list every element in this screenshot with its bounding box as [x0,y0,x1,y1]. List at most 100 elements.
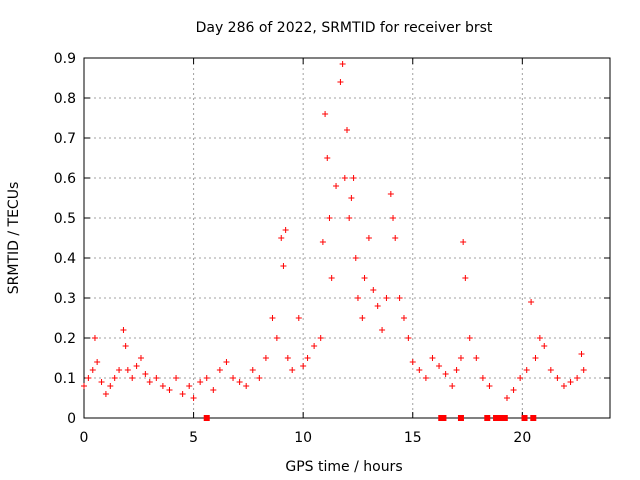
data-point [337,79,344,85]
data-point [503,395,510,401]
x-tick-label: 15 [404,430,422,446]
data-point [453,367,460,373]
data-point [449,383,456,389]
data-point [541,343,548,349]
data-point [203,375,210,381]
x-tick-label: 5 [189,430,198,446]
data-point [116,367,123,373]
x-tick-label: 0 [80,430,89,446]
data-point [282,227,289,233]
data-point [528,299,535,305]
zero-point [203,415,210,421]
data-point [111,375,118,381]
y-tick-label: 0.5 [54,211,76,227]
x-tick-label: 20 [513,430,531,446]
data-point [273,335,280,341]
data-point [523,367,530,373]
x-axis-label: GPS time / hours [285,459,402,475]
data-point [249,367,256,373]
data-point [379,327,386,333]
data-point [352,255,359,261]
data-point [517,375,524,381]
y-tick-label: 0.4 [54,251,76,267]
y-tick-label: 0.3 [54,291,76,307]
data-point [223,359,230,365]
data-point [102,391,109,397]
data-point [409,359,416,365]
data-point [510,387,517,393]
zero-point [521,415,528,421]
data-point [179,391,186,397]
data-point [236,379,243,385]
data-point [98,379,105,385]
data-point [400,315,407,321]
data-point [94,359,101,365]
data-point [311,343,318,349]
data-point [120,327,127,333]
data-point [317,335,324,341]
axis-ticks: 0 0.1 0.2 0.3 0.4 0.5 0.6 0.7 0.8 0.9 0 5 10 15 20 [54,51,610,446]
zero-point [501,415,508,421]
y-tick-label: 0.6 [54,171,76,187]
plot-frame [83,57,611,419]
grid [84,58,610,418]
data-point [580,367,587,373]
data-point [328,275,335,281]
data-point [344,127,350,133]
data-point [429,355,436,361]
data-point [304,355,311,361]
data-point [173,375,180,381]
data-point [341,175,348,181]
zero-point [440,415,447,421]
data-point [230,375,237,381]
data-point [387,191,394,197]
data-point [300,363,307,369]
data-point [390,215,397,221]
data-point [346,215,353,221]
data-point [197,379,204,385]
data-point [462,275,469,281]
data-point [457,355,464,361]
data-point [354,295,361,301]
data-point [405,335,412,341]
y-tick-label: 0.8 [54,91,76,107]
data-marks [81,61,587,421]
data-point [578,351,585,357]
data-point [442,371,449,377]
data-point [365,235,372,241]
data-point [383,295,390,301]
data-point [190,395,197,401]
data-point [278,235,285,241]
y-tick-label: 0.1 [54,371,76,387]
data-point [91,335,98,341]
data-point [422,375,429,381]
data-point [547,367,554,373]
y-tick-label: 0.2 [54,331,76,347]
data-point [133,363,140,369]
data-point [295,315,302,321]
data-point [262,355,269,361]
data-point [326,215,333,221]
chart-title: Day 286 of 2022, SRMTID for receiver brs… [196,20,493,36]
data-point [153,375,160,381]
data-point [370,287,377,293]
data-point [324,155,331,161]
data-point [392,235,399,241]
data-point [166,387,173,393]
zero-point [484,415,491,421]
data-point [574,375,581,381]
data-point [473,355,480,361]
data-point [107,383,114,389]
data-point [81,383,87,389]
data-point [146,379,153,385]
data-point [339,61,346,67]
data-point [319,239,326,245]
data-point [567,379,574,385]
x-tick-label: 10 [294,430,312,446]
data-point [256,375,263,381]
data-point [122,343,129,349]
data-point [486,383,493,389]
data-point [89,367,96,373]
data-point [284,355,291,361]
